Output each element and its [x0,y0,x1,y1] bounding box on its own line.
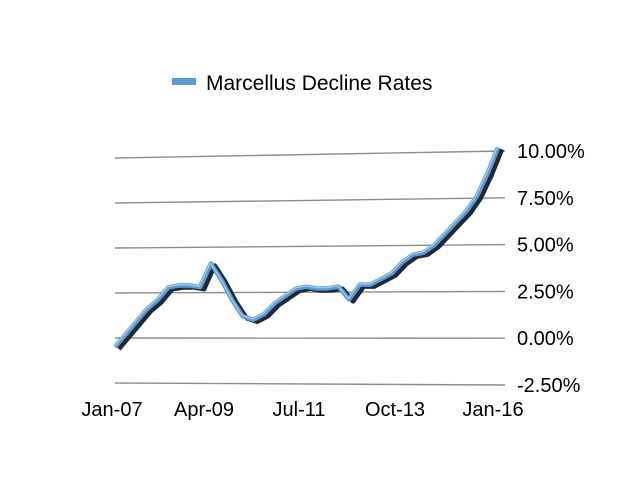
x-axis-tick-labels: Jan-07 Apr-09 Jul-11 Oct-13 Jan-16 [81,399,523,421]
y-tick-label: 0.00% [517,328,574,350]
x-tick-label: Apr-09 [174,399,234,421]
y-axis-tick-labels: 10.00% 7.50% 5.00% 2.50% 0.00% -2.50% [517,141,585,397]
gridline [114,382,506,386]
series-line-marcellus-decline-rates [113,146,501,349]
series-line-shadow [117,148,505,351]
legend-label: Marcellus Decline Rates [206,72,432,95]
x-tick-label: Oct-13 [365,399,425,421]
legend-swatch [172,78,196,85]
x-tick-label: Jan-16 [462,399,523,421]
series-group [113,146,505,351]
y-tick-label: 10.00% [517,141,585,163]
gridlines [114,150,506,386]
gridline [114,197,506,204]
gridline [114,243,506,249]
gridline [114,150,506,159]
x-tick-label: Jan-07 [81,399,142,421]
y-tick-label: 7.50% [517,188,574,210]
y-tick-label: 5.00% [517,235,574,257]
y-tick-label: -2.50% [517,375,581,397]
y-tick-label: 2.50% [517,281,574,303]
series-line-highlight [113,146,498,347]
legend: Marcellus Decline Rates [172,72,432,95]
gridline [114,290,506,294]
x-tick-label: Jul-11 [273,399,326,421]
